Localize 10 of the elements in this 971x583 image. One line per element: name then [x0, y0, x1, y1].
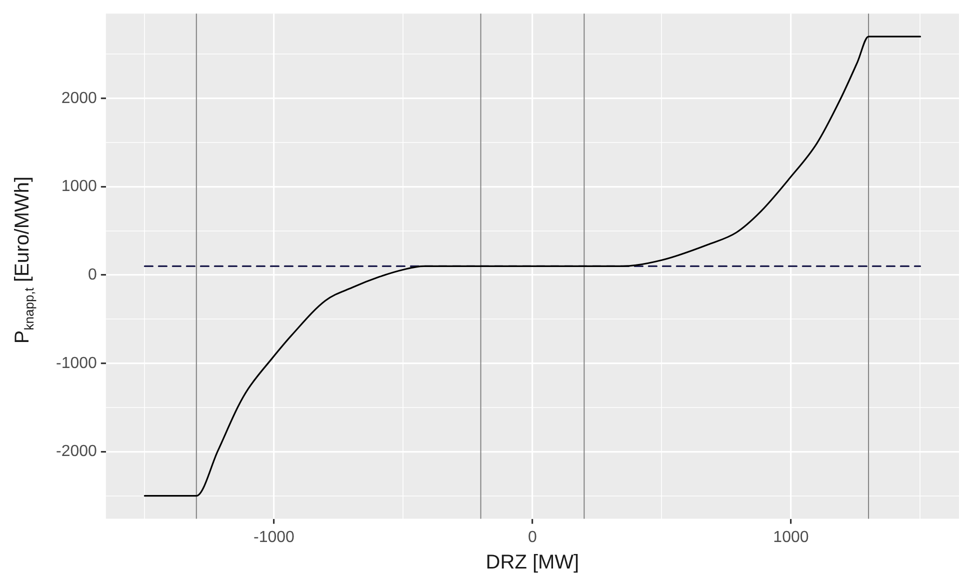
- y-tick-label: -2000: [56, 443, 98, 460]
- x-tick-label: -1000: [253, 528, 295, 546]
- line-series: [144, 36, 922, 497]
- x-tick-label: 0: [528, 528, 538, 546]
- y-tick-label: 2000: [61, 90, 98, 107]
- y-tick-label: 0: [88, 266, 98, 284]
- x-axis-title: DRZ [MW]: [486, 552, 580, 574]
- x-tick-label: 1000: [773, 528, 809, 546]
- y-tick-label: 1000: [61, 178, 98, 196]
- y-tick-label: -1000: [56, 354, 98, 372]
